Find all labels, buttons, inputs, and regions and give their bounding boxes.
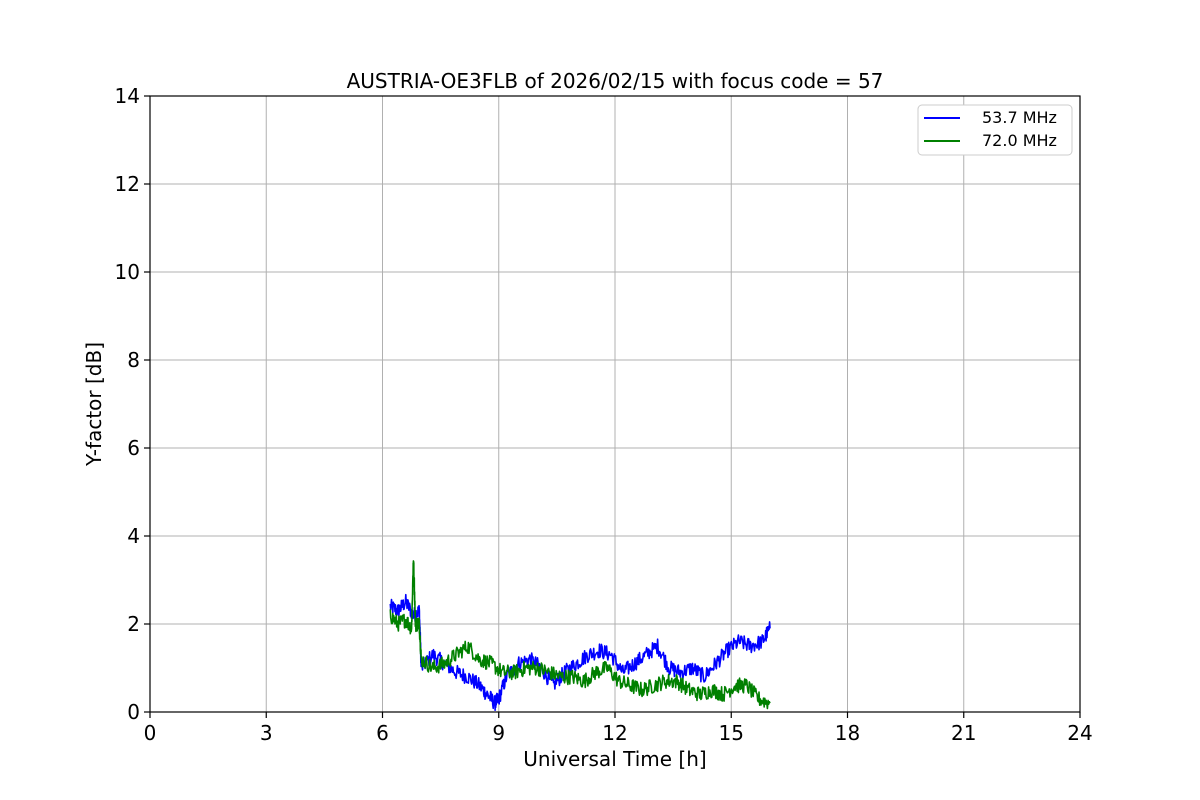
x-tick-label: 12 — [602, 721, 627, 745]
x-tick-label: 0 — [144, 721, 157, 745]
y-tick-label: 4 — [127, 524, 140, 548]
legend-label-53-7: 53.7 MHz — [982, 108, 1057, 127]
x-tick-label: 18 — [835, 721, 860, 745]
y-tick-label: 6 — [127, 436, 140, 460]
x-tick-label: 21 — [951, 721, 976, 745]
y-tick-label: 14 — [115, 84, 140, 108]
y-tick-label: 8 — [127, 348, 140, 372]
series-line-72-0-mhz — [389, 560, 771, 710]
chart-title: AUSTRIA-OE3FLB of 2026/02/15 with focus … — [347, 69, 884, 93]
x-tick-label: 24 — [1067, 721, 1092, 745]
y-tick-label: 0 — [127, 700, 140, 724]
legend: 53.7 MHz 72.0 MHz — [917, 104, 1073, 156]
y-tick-label: 2 — [127, 612, 140, 636]
x-tick-label: 15 — [719, 721, 744, 745]
legend-label-72-0: 72.0 MHz — [982, 131, 1057, 150]
x-axis-label: Universal Time [h] — [523, 747, 706, 771]
y-tick-label: 12 — [115, 172, 140, 196]
series-layer — [389, 560, 771, 711]
y-axis-label: Y-factor [dB] — [82, 342, 106, 467]
series-line-53-7-mhz — [389, 593, 771, 711]
y-tick-label: 10 — [115, 260, 140, 284]
x-tick-label: 6 — [376, 721, 389, 745]
x-tick-label: 9 — [492, 721, 505, 745]
grid — [149, 95, 1081, 713]
x-tick-label: 3 — [260, 721, 273, 745]
